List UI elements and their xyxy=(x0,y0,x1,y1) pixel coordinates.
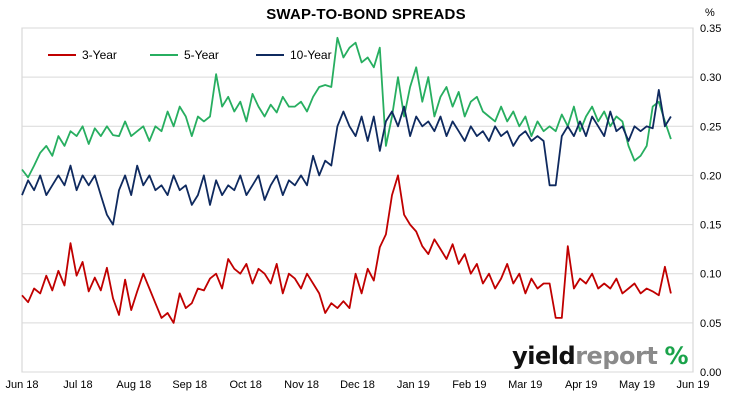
y-tick-label: 0.30 xyxy=(700,72,721,84)
x-tick-label: Apr 19 xyxy=(565,379,597,391)
x-tick-label: Aug 18 xyxy=(116,379,151,391)
x-tick-label: May 19 xyxy=(619,379,655,391)
y-tick-label: 0.20 xyxy=(700,170,721,182)
series-line-10-year xyxy=(21,89,672,226)
y-tick-label: 0.35 xyxy=(700,23,721,35)
x-tick-label: Feb 19 xyxy=(452,379,486,391)
x-tick-label: Jun 18 xyxy=(5,379,38,391)
logo-percent-icon: % xyxy=(664,342,688,370)
x-tick-label: Jul 18 xyxy=(63,379,92,391)
legend-label: 3-Year xyxy=(82,48,117,62)
y-tick-label: 0.10 xyxy=(700,269,721,281)
x-tick-label: Nov 18 xyxy=(284,379,319,391)
logo-text-yield: yield xyxy=(512,342,576,370)
chart-title: SWAP-TO-BOND SPREADS xyxy=(266,6,466,23)
logo-text-report: report xyxy=(575,342,658,370)
yieldreport-logo: yieldreport % xyxy=(512,342,688,370)
x-tick-label: Mar 19 xyxy=(508,379,542,391)
series-line-5-year xyxy=(21,36,672,179)
y-tick-label: 0.00 xyxy=(700,367,721,379)
legend: 3-Year 5-Year 10-Year xyxy=(48,48,332,62)
x-tick-label: Sep 18 xyxy=(172,379,207,391)
y-axis-unit-label: % xyxy=(705,7,715,19)
series-line-3-year xyxy=(21,174,672,324)
y-axis-ticks: 0.00 0.05 0.10 0.15 0.20 0.25 0.30 0.35 xyxy=(700,23,721,379)
x-tick-label: Oct 18 xyxy=(229,379,261,391)
y-tick-label: 0.15 xyxy=(700,220,721,232)
y-tick-label: 0.25 xyxy=(700,121,721,133)
plot-border xyxy=(21,27,694,373)
grid-lines xyxy=(21,27,694,373)
x-tick-label: Jan 19 xyxy=(397,379,430,391)
x-tick-label: Dec 18 xyxy=(340,379,375,391)
series-lines xyxy=(21,36,672,324)
y-tick-label: 0.05 xyxy=(700,318,721,330)
legend-label: 10-Year xyxy=(290,48,332,62)
x-axis-ticks: Jun 18 Jul 18 Aug 18 Sep 18 Oct 18 Nov 18 Dec … xyxy=(5,379,709,391)
legend-label: 5-Year xyxy=(184,48,219,62)
x-tick-label: Jun 19 xyxy=(676,379,709,391)
